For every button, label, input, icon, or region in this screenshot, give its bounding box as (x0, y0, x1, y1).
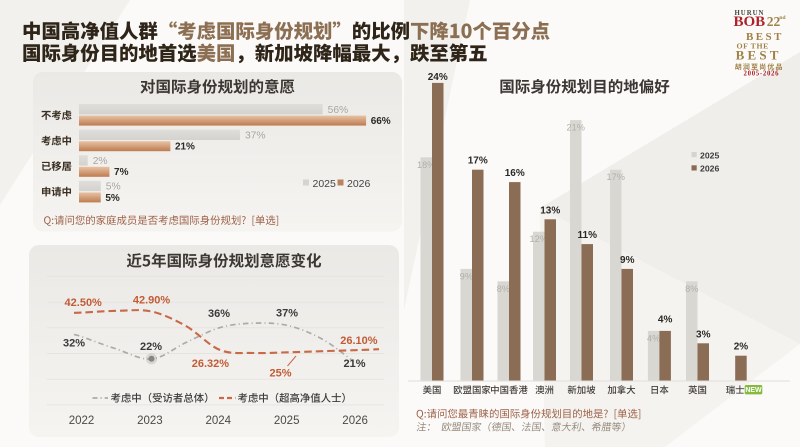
svg-text:8%: 8% (685, 284, 698, 294)
svg-text:5%: 5% (106, 182, 121, 193)
svg-text:42.50%: 42.50% (65, 297, 103, 309)
svg-text:BEST: BEST (746, 31, 784, 43)
svg-text:17%: 17% (607, 172, 625, 182)
svg-text:5%: 5% (105, 193, 120, 204)
svg-text:2022: 2022 (69, 415, 95, 427)
svg-text:66%: 66% (371, 116, 391, 127)
svg-text:HURUN: HURUN (735, 10, 765, 17)
svg-text:nd: nd (779, 15, 785, 21)
svg-text:2%: 2% (93, 156, 108, 167)
svg-text:BEST: BEST (736, 48, 782, 63)
svg-text:36%: 36% (208, 308, 230, 320)
svg-text:24%: 24% (428, 72, 448, 83)
svg-text:BOB: BOB (734, 14, 766, 30)
svg-text:4%: 4% (647, 333, 660, 343)
svg-text:17%: 17% (468, 156, 488, 167)
svg-text:22%: 22% (140, 341, 162, 353)
svg-text:2026: 2026 (700, 164, 719, 174)
svg-text:8%: 8% (497, 284, 510, 294)
svg-text:2025: 2025 (274, 415, 300, 427)
svg-text:37%: 37% (245, 131, 266, 142)
svg-text:2023: 2023 (137, 415, 163, 427)
svg-text:2%: 2% (734, 342, 749, 353)
svg-text:21%: 21% (175, 142, 195, 153)
svg-text:2026: 2026 (342, 415, 368, 427)
svg-text:OF THE: OF THE (737, 41, 769, 50)
svg-text:2025: 2025 (700, 150, 719, 160)
svg-text:42.90%: 42.90% (133, 295, 171, 307)
svg-text:4%: 4% (658, 314, 673, 325)
svg-text:22: 22 (767, 14, 781, 29)
svg-text:3%: 3% (696, 329, 711, 340)
svg-text:9%: 9% (620, 255, 635, 266)
svg-text:2025: 2025 (313, 178, 337, 190)
svg-text:37%: 37% (276, 307, 298, 319)
svg-text:26.32%: 26.32% (192, 358, 230, 370)
svg-text:18%: 18% (417, 160, 435, 170)
svg-text:2024: 2024 (206, 415, 232, 427)
svg-text:26.10%: 26.10% (340, 335, 378, 347)
svg-text:56%: 56% (328, 105, 349, 116)
svg-text:21%: 21% (343, 358, 365, 370)
svg-text:2026: 2026 (347, 178, 371, 190)
svg-text:25%: 25% (269, 368, 291, 380)
svg-text:12%: 12% (530, 234, 548, 244)
svg-text:7%: 7% (114, 167, 129, 178)
svg-text:9%: 9% (460, 271, 473, 281)
svg-text:21%: 21% (567, 123, 585, 133)
svg-text:NEW: NEW (745, 387, 762, 394)
svg-text:16%: 16% (505, 168, 525, 179)
svg-text:32%: 32% (63, 337, 85, 349)
svg-text:11%: 11% (578, 230, 598, 241)
svg-text:2005-2026: 2005-2026 (744, 70, 780, 77)
svg-text:13%: 13% (540, 205, 560, 216)
